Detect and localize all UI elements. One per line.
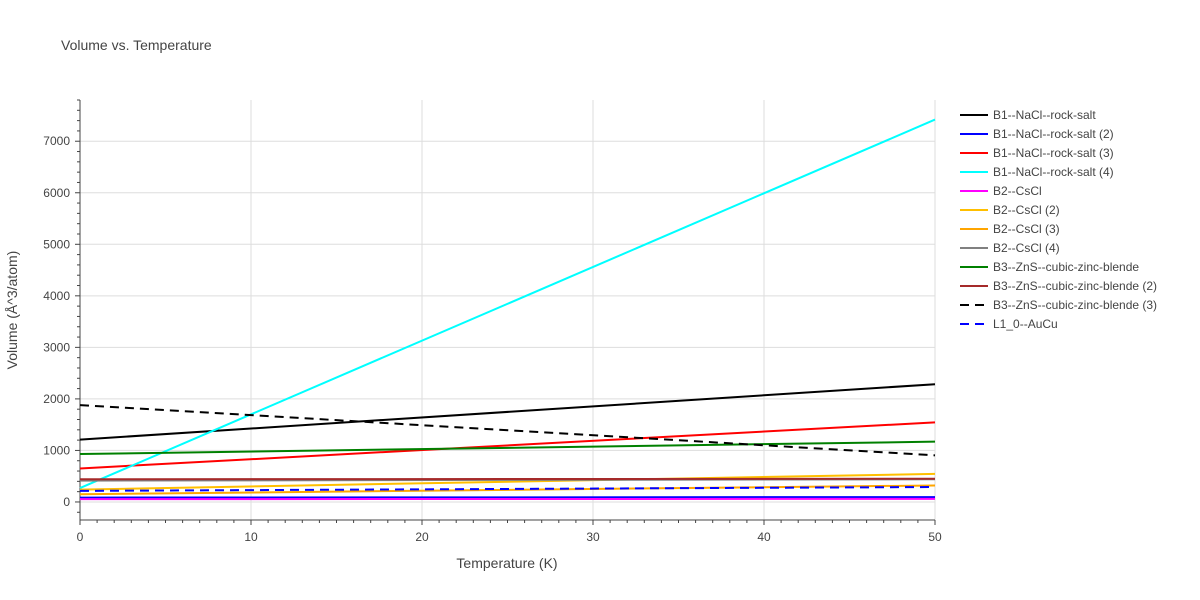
legend-item[interactable]: B2--CsCl (2) (960, 203, 1060, 217)
legend-label: L1_0--AuCu (993, 317, 1058, 331)
legend-label: B2--CsCl (993, 184, 1042, 198)
legend-label: B3--ZnS--cubic-zinc-blende (2) (993, 279, 1157, 293)
legend-label: B1--NaCl--rock-salt (3) (993, 146, 1114, 160)
x-axis-label: Temperature (K) (456, 555, 557, 571)
x-tick-label: 30 (586, 530, 600, 544)
legend-label: B1--NaCl--rock-salt (2) (993, 127, 1114, 141)
y-tick-label: 3000 (43, 340, 70, 354)
legend-item[interactable]: B2--CsCl (960, 184, 1042, 198)
legend-label: B2--CsCl (2) (993, 203, 1060, 217)
legend-label: B2--CsCl (4) (993, 241, 1060, 255)
legend-item[interactable]: B2--CsCl (4) (960, 241, 1060, 255)
series-line (79, 421, 936, 470)
series-lines (79, 118, 936, 501)
series-line (79, 383, 936, 441)
y-tick-label: 1000 (43, 443, 70, 457)
legend-item[interactable]: B2--CsCl (3) (960, 222, 1060, 236)
legend[interactable]: B1--NaCl--rock-salt B1--NaCl--rock-salt (… (960, 108, 1157, 331)
series-line (79, 486, 936, 492)
x-tick-label: 0 (77, 530, 84, 544)
legend-label: B1--NaCl--rock-salt (993, 108, 1096, 122)
y-tick-label: 5000 (43, 237, 70, 251)
y-tick-label: 6000 (43, 186, 70, 200)
series-line (79, 477, 936, 481)
series-line (79, 440, 936, 456)
legend-item[interactable]: B1--NaCl--rock-salt (2) (960, 127, 1114, 141)
grid (80, 100, 936, 520)
x-tick-label: 20 (415, 530, 429, 544)
y-tick-label: 7000 (43, 134, 70, 148)
legend-item[interactable]: B3--ZnS--cubic-zinc-blende (960, 260, 1139, 274)
legend-item[interactable]: L1_0--AuCu (960, 317, 1058, 331)
legend-label: B3--ZnS--cubic-zinc-blende (993, 260, 1139, 274)
legend-item[interactable]: B1--NaCl--rock-salt (3) (960, 146, 1114, 160)
series-line (79, 404, 936, 457)
legend-label: B2--CsCl (3) (993, 222, 1060, 236)
y-tick-label: 0 (63, 495, 70, 509)
x-tick-label: 10 (244, 530, 258, 544)
series-line (79, 118, 936, 489)
legend-label: B3--ZnS--cubic-zinc-blende (3) (993, 298, 1157, 312)
axes: 0 10 20 30 40 50 0 1000 2000 3000 4000 5000 6000 7000 (43, 99, 942, 544)
legend-label: B1--NaCl--rock-salt (4) (993, 165, 1114, 179)
y-tick-label: 4000 (43, 289, 70, 303)
y-axis-label: Volume (Å^3/atom) (4, 251, 20, 370)
x-tick-label: 50 (928, 530, 942, 544)
legend-item[interactable]: B1--NaCl--rock-salt (960, 108, 1096, 122)
legend-item[interactable]: B1--NaCl--rock-salt (4) (960, 165, 1114, 179)
legend-item[interactable]: B3--ZnS--cubic-zinc-blende (3) (960, 298, 1157, 312)
legend-item[interactable]: B3--ZnS--cubic-zinc-blende (2) (960, 279, 1157, 293)
chart-title: Volume vs. Temperature (61, 37, 212, 53)
y-tick-label: 2000 (43, 392, 70, 406)
x-tick-label: 40 (757, 530, 771, 544)
series-line (79, 472, 936, 491)
series-line (79, 496, 936, 499)
